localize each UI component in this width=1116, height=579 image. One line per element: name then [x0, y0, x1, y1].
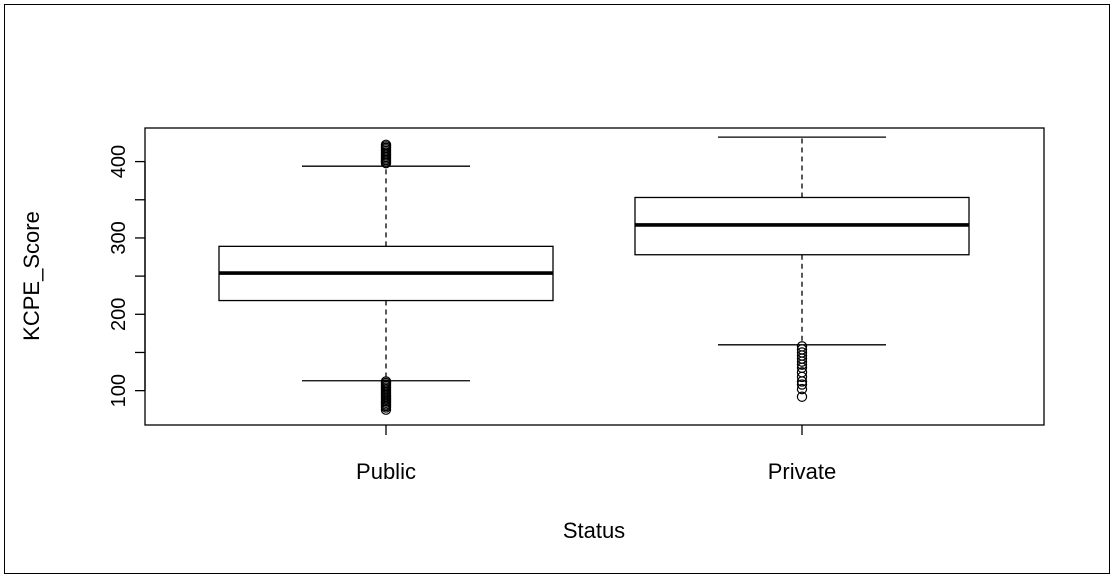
y-tick-label: 300: [108, 221, 130, 254]
figure-frame: [4, 4, 1110, 574]
x-tick-label: Public: [356, 459, 416, 484]
x-axis-label: Status: [563, 518, 625, 543]
box-private: [634, 136, 970, 402]
outlier-point: [796, 391, 808, 402]
outlier-point: [796, 341, 808, 352]
y-tick-label: 100: [108, 374, 130, 407]
y-tick-label: 400: [108, 145, 130, 178]
y-axis: 100 200 300 400: [108, 145, 146, 407]
outlier-point: [796, 344, 808, 355]
outlier-point: [796, 367, 808, 378]
boxes-layer: [218, 136, 970, 415]
box-public: [218, 139, 554, 415]
outlier-point: [796, 383, 808, 395]
y-axis-label: KCPE_Score: [19, 211, 44, 341]
outlier-point: [380, 376, 392, 387]
y-tick-label: 200: [108, 298, 130, 331]
x-axis: Public Private: [356, 425, 836, 484]
outlier-point: [796, 347, 808, 358]
x-tick-label: Private: [768, 459, 836, 484]
outlier-point: [796, 379, 808, 390]
outlier-point: [380, 139, 392, 150]
